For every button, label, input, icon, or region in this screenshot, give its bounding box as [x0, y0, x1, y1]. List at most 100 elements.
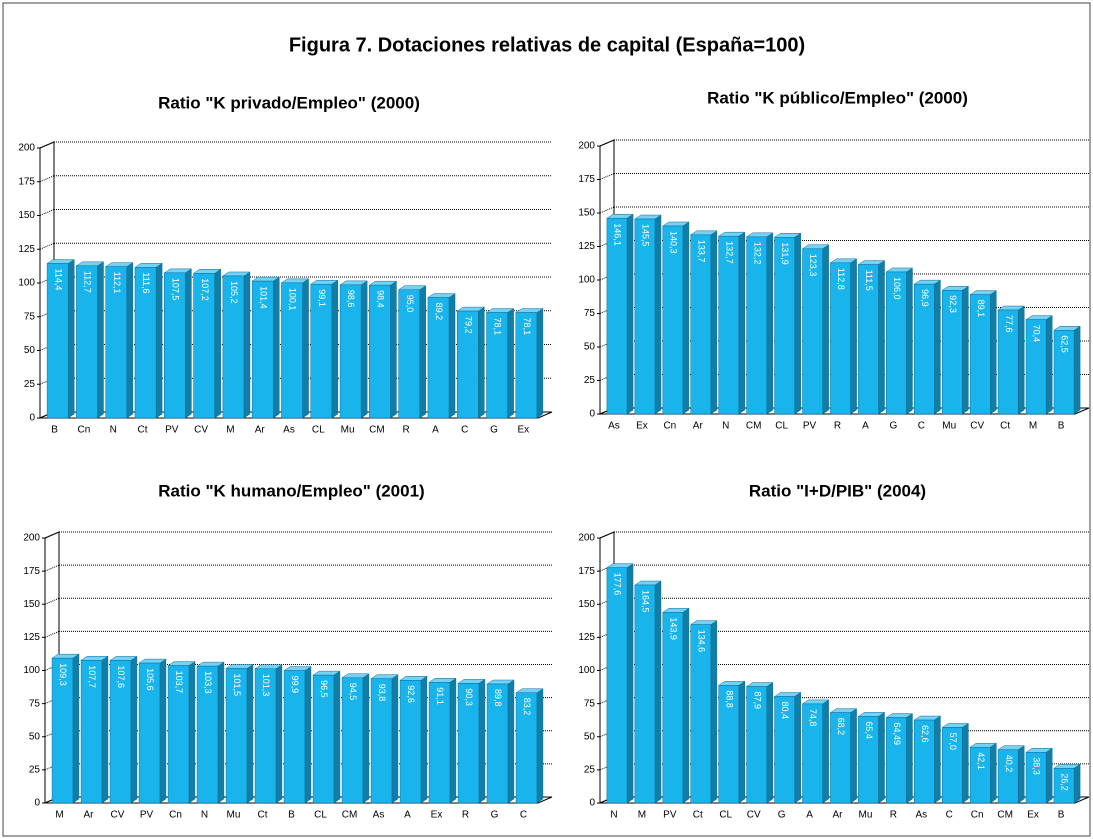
value-label: 90,3	[464, 688, 474, 706]
value-label: 106,0	[892, 277, 902, 300]
y-tick-label: 25	[584, 375, 596, 386]
y-tick-label: 75	[584, 698, 596, 709]
bar	[1053, 330, 1075, 415]
bar	[718, 685, 740, 804]
x-tick-label: As	[915, 810, 927, 821]
bar	[746, 686, 767, 804]
bar	[941, 727, 963, 804]
value-label: 133,7	[696, 240, 706, 263]
bar	[690, 234, 712, 415]
value-label: 146,1	[613, 223, 623, 246]
bar	[399, 680, 422, 804]
x-tick-label: C	[946, 810, 953, 821]
value-label: 78,1	[522, 318, 532, 336]
bar	[225, 668, 248, 804]
x-tick-label: B	[288, 810, 295, 821]
bar	[51, 657, 74, 804]
value-label: 107,5	[170, 278, 180, 301]
value-label: 109,3	[58, 663, 68, 686]
bar-side	[1073, 325, 1081, 415]
value-label: 62,6	[920, 725, 930, 743]
bar	[369, 284, 391, 419]
value-label: 62,5	[1060, 335, 1070, 353]
y-tick-label: 200	[578, 141, 595, 152]
bar	[456, 310, 479, 419]
bar	[997, 749, 1019, 804]
x-tick-label: A	[862, 421, 869, 432]
bar-side	[419, 285, 426, 419]
y-tick-label: 150	[23, 599, 40, 610]
grid-line	[599, 531, 615, 539]
x-tick-label: Ct	[138, 425, 148, 436]
value-label: 93,8	[377, 684, 387, 702]
y-tick-label: 200	[18, 143, 35, 154]
bar-side	[390, 280, 397, 419]
bar-side	[188, 661, 196, 804]
value-label: 140,3	[668, 231, 678, 254]
y-tick-label: 200	[578, 533, 595, 544]
bar-side	[391, 674, 399, 804]
bar-side	[990, 290, 997, 415]
bar-side	[878, 711, 885, 804]
x-tick-label: CL	[312, 425, 325, 436]
grid-line	[44, 630, 60, 638]
grid-line	[599, 173, 615, 180]
bar	[134, 267, 157, 419]
bar-side	[990, 742, 997, 804]
bar	[105, 266, 128, 419]
grid-line	[44, 531, 60, 539]
y-tick-label: 150	[18, 210, 35, 221]
value-label: 94,5	[348, 683, 358, 701]
bar-side	[878, 260, 885, 415]
value-label: 98,6	[346, 290, 356, 308]
bar	[283, 670, 306, 804]
value-label: 99,1	[317, 289, 327, 307]
grid-line	[599, 139, 615, 147]
y-tick-label: 175	[578, 174, 595, 185]
x-tick-label: C	[918, 421, 925, 432]
value-label: 101,3	[261, 674, 271, 697]
x-tick-label: B	[1058, 421, 1065, 432]
value-label: 92,6	[406, 685, 416, 703]
x-tick-label: Ex	[431, 810, 443, 821]
bar-side	[507, 308, 514, 419]
value-label: 132,2	[752, 242, 762, 265]
y-tick-label: 0	[29, 413, 35, 424]
x-tick-label: R	[834, 421, 841, 432]
x-tick-label: As	[283, 425, 295, 436]
value-label: 101,4	[258, 286, 268, 309]
y-tick-label: 50	[584, 342, 596, 353]
bar	[886, 271, 907, 415]
y-tick-label: 0	[589, 409, 595, 420]
bar-side	[246, 664, 254, 804]
bar-side	[420, 675, 428, 804]
x-tick-label: Cn	[169, 810, 182, 821]
value-label: 89,1	[976, 300, 986, 318]
bar	[164, 272, 186, 419]
bar	[1053, 768, 1075, 804]
bar-side	[101, 655, 109, 804]
value-label: 107,7	[87, 665, 97, 688]
chart-title: Ratio "K humano/Empleo" (2001)	[158, 481, 424, 500]
bar	[46, 263, 69, 419]
bar-side	[794, 232, 801, 415]
bar-side	[273, 276, 280, 419]
x-tick-label: As	[373, 810, 385, 821]
chart-title: Ratio "K privado/Empleo" (2000)	[158, 93, 420, 112]
value-label: 91,1	[435, 687, 445, 705]
bar-side	[906, 267, 913, 415]
x-tick-label: Ex	[636, 421, 648, 432]
value-label: 114,4	[53, 269, 63, 291]
value-label: 107,2	[200, 278, 210, 301]
bar-side	[654, 214, 662, 415]
bar-side	[766, 232, 773, 415]
bar-side	[360, 280, 368, 419]
grid-line	[44, 564, 60, 572]
x-tick-label: A	[806, 810, 813, 821]
value-label: 40,2	[1004, 755, 1014, 773]
bar-side	[130, 655, 138, 804]
value-label: 164,5	[641, 590, 651, 613]
x-tick-label: M	[1029, 421, 1037, 432]
value-label: 177,6	[613, 573, 623, 596]
x-tick-label: Ct	[258, 810, 268, 821]
